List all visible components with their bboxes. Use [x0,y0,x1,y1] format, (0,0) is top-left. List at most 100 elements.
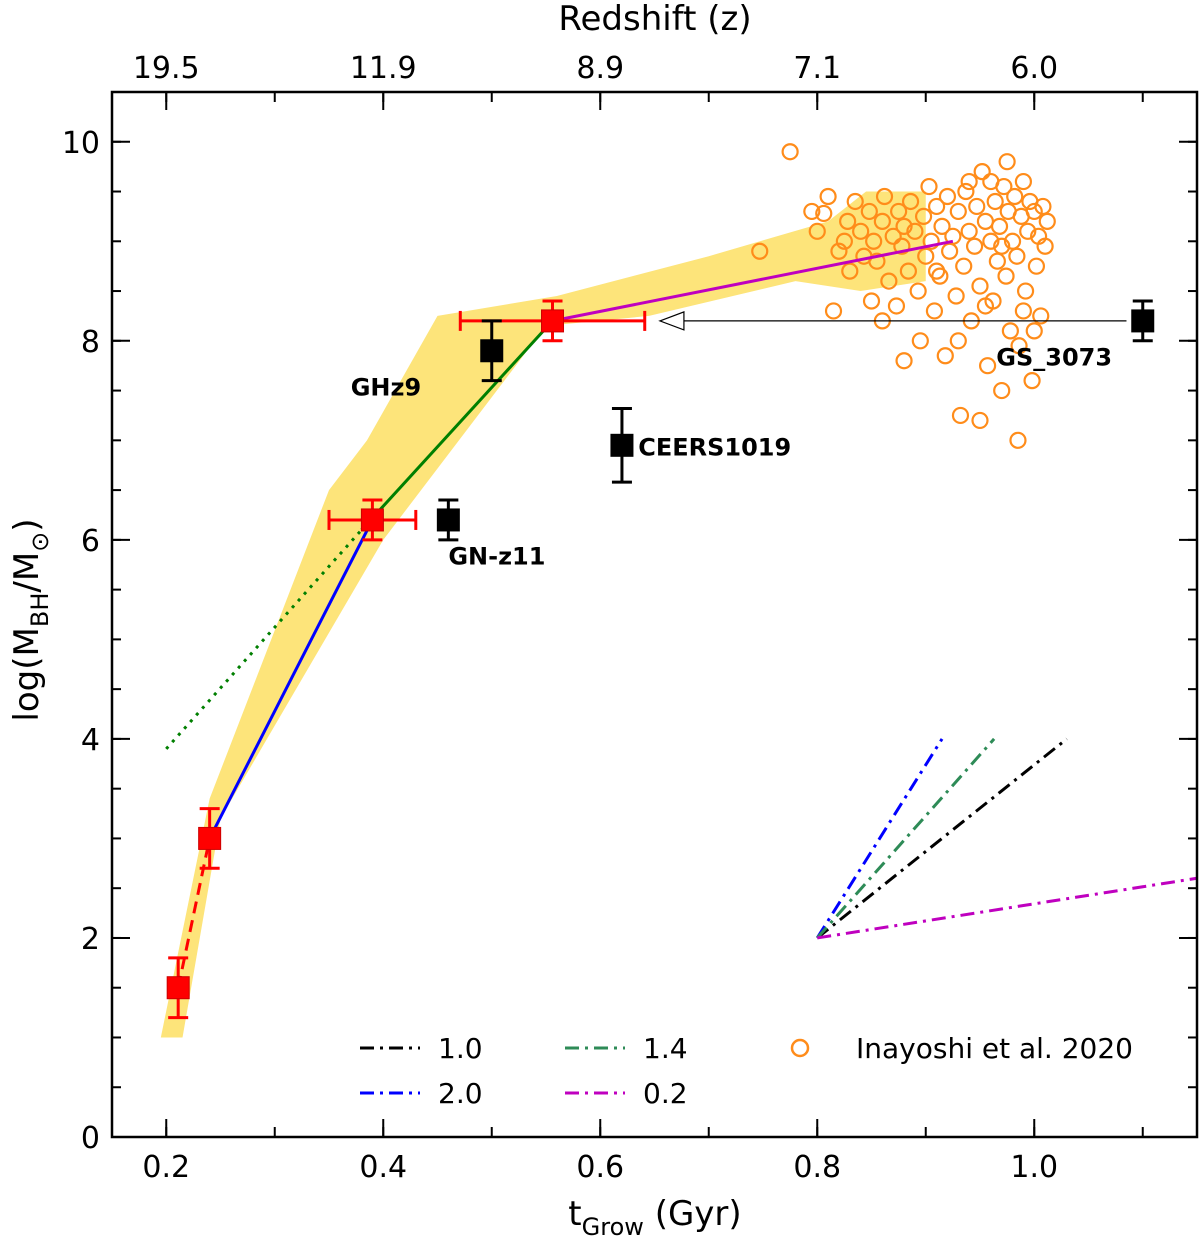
inayoshi-point-27 [901,192,920,211]
inayoshi-point-6 [824,302,843,320]
red-point-1-marker [198,826,222,850]
line-green-dotted [165,528,363,750]
source-label-ghz9: GHz9 [351,374,421,402]
growth-lines-layer [165,239,954,989]
axes-frame-layer: 0.2 0.4 0.6 0.8 1.0 19.5 11.9 8.9 7.1 6.0 0 2 4 6 8 10 [62,51,1199,1185]
inayoshi-point-95 [976,297,995,315]
top-tick-label: 19.5 [133,51,200,86]
inayoshi-point-93 [1025,322,1043,340]
plot-frame [110,90,1199,1139]
inayoshi-point-45 [951,406,970,425]
inayoshi-point-29 [909,282,927,300]
inayoshi-point-58 [986,192,1004,211]
inayoshi-point-51 [968,197,986,216]
inayoshi-point-31 [914,207,933,226]
y-tick-label: 2 [81,922,100,957]
inayoshi-point-48 [960,222,978,240]
legend-entry-4-label: 0.2 [643,1077,688,1110]
data-points-layer [166,299,1155,1020]
inayoshi-point-88 [895,352,913,370]
line-blue-solid [208,519,374,840]
x-tick-label: 0.8 [793,1150,841,1185]
inayoshi-point-33 [920,177,938,196]
inayoshi-point-50 [965,237,984,255]
inayoshi-point-0 [751,242,769,260]
inayoshi-point-92 [1014,302,1033,320]
inayoshi-point-67 [1006,187,1024,206]
top-tick-label: 6.0 [1010,51,1058,86]
source-label-ceers1019: CEERS1019 [638,433,791,461]
inayoshi-point-47 [957,182,975,201]
x-tick-label: 0.2 [142,1150,190,1185]
x-axis-title: tGrow (Gyr) [568,1194,741,1239]
inayoshi-point-36 [927,197,946,216]
y-tick-label: 4 [81,723,100,758]
top-tick-label: 8.9 [576,51,624,86]
inayoshi-scatter-layer [751,143,1056,449]
inayoshi-point-56 [982,232,1000,250]
inayoshi-point-76 [1025,202,1043,221]
inayoshi-point-39 [936,347,954,365]
inayoshi-point-25 [895,217,913,235]
inayoshi-point-20 [880,272,898,290]
inayoshi-point-35 [925,302,944,320]
inayoshi-point-23 [890,202,908,221]
inayoshi-point-83 [1009,431,1027,449]
inayoshi-point-84 [971,411,989,430]
black-point-ceers1019-marker [610,433,634,457]
line-red-dashed [176,838,212,989]
black-point-gs-3073-marker [1131,309,1155,333]
inayoshi-point-75 [1023,372,1041,390]
legend-entry-3-label: 2.0 [438,1077,483,1110]
inayoshi-point-9 [839,212,857,230]
inayoshi-point-59 [988,252,1006,270]
inayoshi-point-61 [993,381,1011,400]
x-tick-label: 0.6 [576,1150,624,1185]
uncertainty-band [160,191,926,1038]
inayoshi-point-43 [947,287,965,305]
arrow-head [658,311,685,331]
inayoshi-point-17 [868,252,886,270]
slope-line-1.0 [816,737,1068,940]
inayoshi-point-90 [927,262,946,280]
inayoshi-point-79 [1032,307,1050,325]
y-tick-label: 6 [81,524,100,559]
inayoshi-point-38 [933,217,951,235]
inayoshi-point-44 [949,202,967,221]
inayoshi-point-11 [846,192,864,211]
inayoshi-point-66 [1003,232,1022,250]
inayoshi-point-1 [781,143,799,161]
inayoshi-point-77 [1027,257,1046,275]
inayoshi-point-81 [1036,237,1054,255]
legend-entry-0-label: 1.0 [438,1032,483,1065]
inayoshi-point-3 [808,222,826,240]
uncertainty-band-layer [160,191,926,1038]
inayoshi-point-16 [865,232,883,250]
source-label-gn-z11: GN-z11 [448,543,545,571]
inayoshi-point-28 [906,222,924,240]
inayoshi-point-60 [990,217,1009,235]
legend: 1.0 1.4 Inayoshi et al. 2020 2.0 0.2 [360,1032,1133,1110]
source-labels-layer: GHz9 CEERS1019 GN-z11 GS_3073 [351,344,1112,571]
slope-line-0.2 [817,876,1198,940]
inayoshi-point-71 [1014,172,1033,191]
red-point-0-marker [166,976,190,1000]
inayoshi-point-18 [873,212,891,230]
inayoshi-point-19 [875,187,894,206]
inayoshi-point-21 [884,227,902,245]
inayoshi-point-26 [899,262,917,280]
inayoshi-point-53 [973,163,991,181]
black-point-ghz9-marker [480,339,504,363]
inayoshi-point-5 [819,187,837,206]
top-tick-label: 7.1 [793,51,841,86]
black-point-gn-z11-marker [436,508,460,532]
y-tick-label: 0 [81,1121,100,1156]
arrow-layer [658,311,1127,331]
inayoshi-point-10 [841,262,859,280]
legend-entry-1-label: 1.4 [643,1032,688,1065]
line-magenta-solid [552,239,954,323]
inayoshi-point-34 [922,232,940,250]
inayoshi-point-24 [893,237,911,255]
top-tick-label: 11.9 [350,51,417,86]
